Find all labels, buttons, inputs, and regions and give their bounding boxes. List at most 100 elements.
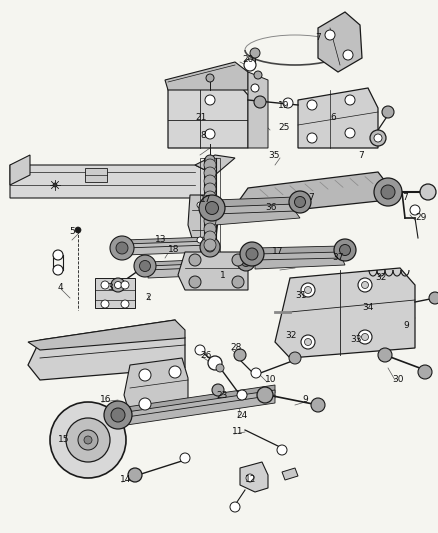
Text: 30: 30 bbox=[392, 376, 403, 384]
Circle shape bbox=[204, 207, 216, 219]
Polygon shape bbox=[248, 72, 268, 148]
Circle shape bbox=[307, 133, 317, 143]
Circle shape bbox=[197, 237, 203, 243]
Circle shape bbox=[345, 128, 355, 138]
Circle shape bbox=[139, 369, 151, 381]
Text: 2: 2 bbox=[145, 294, 151, 303]
Text: 19: 19 bbox=[278, 101, 290, 109]
Circle shape bbox=[189, 254, 201, 266]
Circle shape bbox=[232, 276, 244, 288]
Polygon shape bbox=[10, 155, 30, 185]
Circle shape bbox=[197, 202, 203, 208]
Text: 17: 17 bbox=[272, 247, 283, 256]
Circle shape bbox=[205, 201, 219, 214]
Polygon shape bbox=[215, 197, 300, 211]
Polygon shape bbox=[148, 258, 245, 270]
Polygon shape bbox=[188, 195, 218, 248]
Circle shape bbox=[204, 223, 216, 235]
Polygon shape bbox=[124, 358, 188, 415]
Polygon shape bbox=[178, 252, 248, 290]
Circle shape bbox=[206, 74, 214, 82]
Circle shape bbox=[361, 281, 368, 288]
Circle shape bbox=[301, 283, 315, 297]
Text: 31: 31 bbox=[295, 290, 307, 300]
Text: 17: 17 bbox=[200, 196, 212, 205]
Polygon shape bbox=[120, 385, 275, 416]
Circle shape bbox=[370, 130, 386, 146]
Circle shape bbox=[289, 191, 311, 213]
Circle shape bbox=[381, 185, 395, 199]
Polygon shape bbox=[255, 258, 345, 269]
Circle shape bbox=[234, 349, 246, 361]
Circle shape bbox=[180, 453, 190, 463]
Text: 14: 14 bbox=[120, 475, 131, 484]
Circle shape bbox=[128, 468, 142, 482]
Circle shape bbox=[382, 106, 394, 118]
Circle shape bbox=[204, 231, 216, 243]
Text: 6: 6 bbox=[330, 114, 336, 123]
Polygon shape bbox=[125, 241, 210, 251]
Text: 34: 34 bbox=[362, 303, 373, 312]
Circle shape bbox=[212, 384, 224, 396]
Polygon shape bbox=[318, 12, 362, 72]
Circle shape bbox=[334, 239, 356, 261]
Text: 7: 7 bbox=[402, 193, 408, 203]
Text: 7: 7 bbox=[308, 193, 314, 203]
Circle shape bbox=[374, 178, 402, 206]
Circle shape bbox=[205, 95, 215, 105]
Circle shape bbox=[204, 215, 216, 227]
Circle shape bbox=[139, 261, 151, 271]
Circle shape bbox=[121, 300, 129, 308]
Text: 32: 32 bbox=[375, 273, 386, 282]
Circle shape bbox=[237, 253, 255, 271]
Circle shape bbox=[358, 278, 372, 292]
Circle shape bbox=[111, 408, 125, 422]
Circle shape bbox=[254, 71, 262, 79]
Circle shape bbox=[232, 254, 244, 266]
Text: 28: 28 bbox=[230, 343, 241, 352]
Circle shape bbox=[204, 239, 216, 251]
Text: 1: 1 bbox=[220, 271, 226, 279]
Circle shape bbox=[277, 445, 287, 455]
Text: 35: 35 bbox=[268, 150, 279, 159]
Circle shape bbox=[418, 365, 432, 379]
Circle shape bbox=[429, 292, 438, 304]
Circle shape bbox=[114, 281, 121, 288]
Polygon shape bbox=[215, 211, 300, 225]
Text: 3: 3 bbox=[107, 284, 113, 293]
Circle shape bbox=[204, 183, 216, 195]
Circle shape bbox=[294, 197, 305, 207]
Text: 36: 36 bbox=[265, 204, 276, 213]
Circle shape bbox=[53, 265, 63, 275]
Text: 11: 11 bbox=[232, 427, 244, 437]
Circle shape bbox=[374, 134, 382, 142]
Circle shape bbox=[244, 59, 256, 71]
Circle shape bbox=[304, 287, 311, 294]
Text: 7: 7 bbox=[315, 34, 321, 43]
Polygon shape bbox=[255, 252, 345, 263]
Text: 25: 25 bbox=[278, 124, 290, 133]
Circle shape bbox=[339, 245, 350, 255]
Circle shape bbox=[251, 84, 259, 92]
Circle shape bbox=[358, 330, 372, 344]
Circle shape bbox=[200, 237, 220, 257]
Text: 20: 20 bbox=[242, 55, 253, 64]
Circle shape bbox=[204, 191, 216, 203]
Circle shape bbox=[139, 398, 151, 410]
Circle shape bbox=[237, 390, 247, 400]
Circle shape bbox=[304, 338, 311, 345]
Text: 7: 7 bbox=[358, 150, 364, 159]
Circle shape bbox=[199, 195, 225, 221]
Text: 26: 26 bbox=[200, 351, 212, 359]
Text: 23: 23 bbox=[216, 391, 227, 400]
Circle shape bbox=[254, 96, 266, 108]
Circle shape bbox=[75, 227, 81, 233]
Circle shape bbox=[195, 345, 205, 355]
Circle shape bbox=[204, 199, 216, 211]
Circle shape bbox=[110, 236, 134, 260]
Polygon shape bbox=[28, 320, 185, 350]
Text: 9: 9 bbox=[403, 320, 409, 329]
Circle shape bbox=[241, 257, 251, 266]
Circle shape bbox=[283, 98, 293, 108]
Circle shape bbox=[250, 48, 260, 58]
